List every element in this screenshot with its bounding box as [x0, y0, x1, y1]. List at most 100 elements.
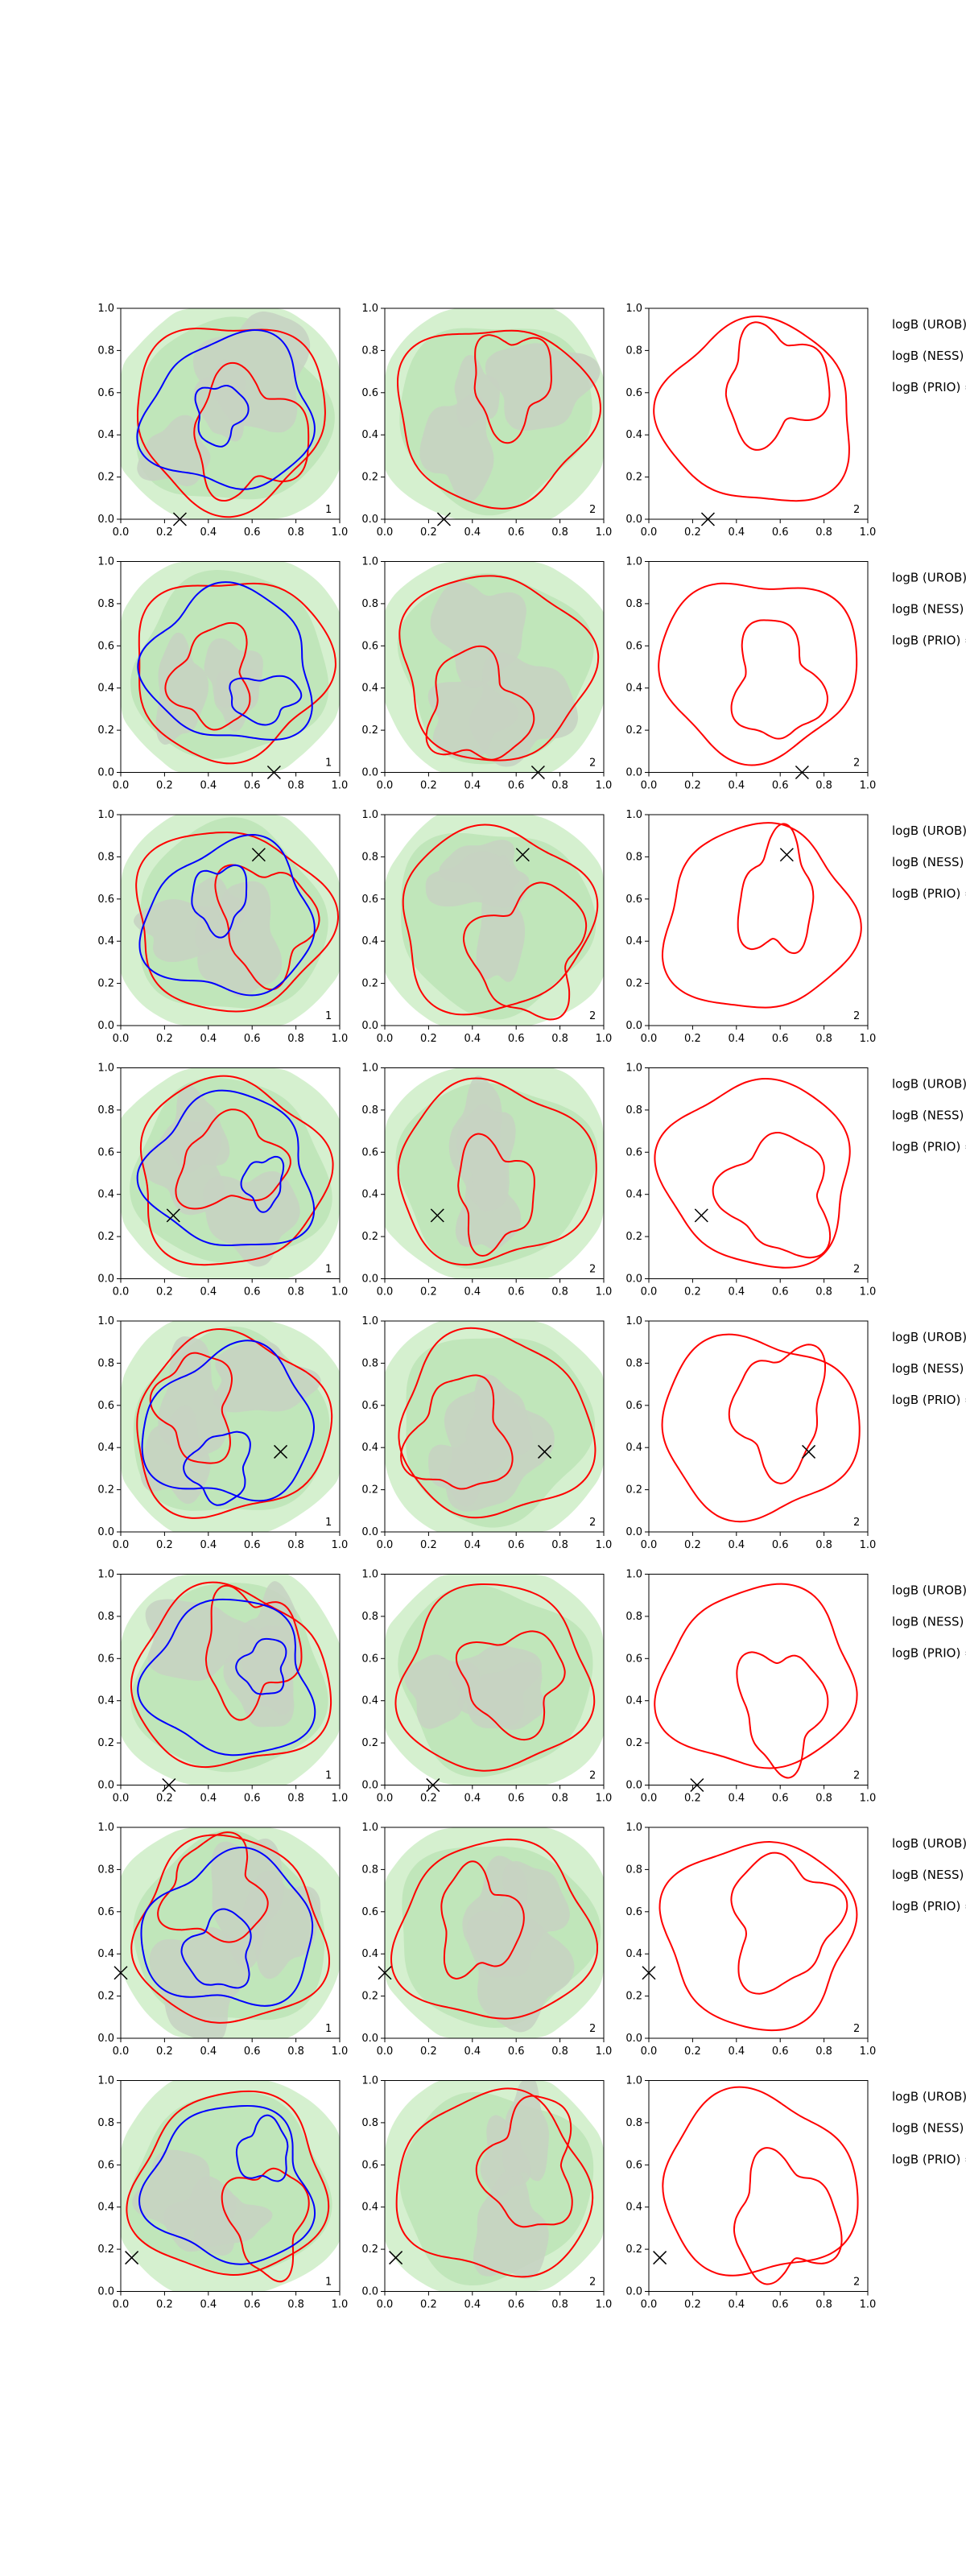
x-tick-label: 0.0: [641, 1033, 658, 1045]
y-tick-label: 0.0: [97, 767, 114, 779]
y-tick-label: 0.8: [625, 345, 642, 357]
x-tick-label: 0.2: [684, 2046, 701, 2058]
y-tick-label: 0.6: [625, 1146, 642, 1158]
red-contour: [730, 1852, 848, 1995]
x-tick-label: 1.0: [596, 2046, 613, 2058]
x-tick-label: 0.8: [287, 1286, 304, 1298]
panel-plot-area: [385, 561, 604, 773]
y-tick-label: 0.6: [361, 1653, 378, 1665]
y-tick-label: 0.8: [625, 1104, 642, 1117]
red-contour: [440, 1860, 525, 1979]
blue-contour: [194, 384, 250, 448]
y-tick-label: 0.2: [361, 978, 378, 990]
x-tick-label: 0.6: [244, 526, 261, 539]
red-contour: [400, 1374, 514, 1490]
y-tick-label: 0.6: [625, 1400, 642, 1412]
y-tick-label: 0.8: [361, 851, 378, 863]
y-tick-label: 0.4: [361, 935, 378, 947]
row-2: 10.0 0.2 0.4 0.6 0.8 1.00.00.20.40.60.81.020.…: [97, 556, 966, 792]
y-tick-label: 0.4: [625, 1948, 642, 1960]
y-tick-label: 0.4: [97, 683, 114, 695]
x-tick-label: 0.0: [377, 1539, 394, 1551]
panel-corner-label: 2: [853, 758, 860, 770]
x-tick-label: 0.8: [815, 780, 832, 792]
x-tick-label: 0.2: [420, 780, 437, 792]
panel-r3-c3: 2 0.0 0.2 0.4 0.6 0.8 1.0 0.0 0.2 0.4 0.6 0.8 1.0: [625, 809, 876, 1045]
x-tick-label: 0.0: [113, 780, 130, 792]
x-tick-label: 0.6: [244, 1286, 261, 1298]
panel-corner-label: 1: [325, 758, 332, 770]
x-tick-label: 1.0: [332, 1793, 349, 1805]
x-tick-label: 0.0: [113, 1539, 130, 1551]
x-tick-label: 0.0: [641, 1286, 658, 1298]
panel-r7-c1: 1 0.0 0.2 0.4 0.6 0.8 1.0 0.0 0.2 0.4 0.6 0.8 1.0: [97, 1822, 348, 2058]
x-tick-label: 1.0: [860, 1793, 877, 1805]
x-tick-label: 0.2: [156, 1286, 173, 1298]
panel-corner-label: 2: [589, 1517, 596, 1529]
panel-corner-label: 2: [589, 1264, 596, 1276]
x-tick-label: 0.4: [200, 526, 217, 539]
x-tick-label: 1.0: [596, 526, 613, 539]
x-tick-label: 0.4: [200, 1286, 217, 1298]
red-contour: [425, 645, 535, 761]
y-tick-label: 0.0: [97, 2286, 114, 2298]
x-tick-label: 0.6: [508, 1539, 525, 1551]
marker-x: [125, 2251, 139, 2265]
y-tick-label: 0.4: [625, 429, 642, 441]
y-tick-label: 0.8: [97, 1104, 114, 1117]
panel-plot-area: [121, 1067, 340, 1279]
y-tick-label: 0.4: [97, 935, 114, 947]
panel-plot-area: [662, 2086, 859, 2285]
y-tick-label: 1.0: [625, 303, 642, 315]
red-contour: [396, 329, 601, 510]
panel-r4-c3: 2 0.0 0.2 0.4 0.6 0.8 1.0 0.0 0.2 0.4 0.6 0.8 1.0: [625, 1063, 876, 1298]
y-tick-label: 0.2: [361, 1231, 378, 1243]
density-fill-inner: [465, 1374, 534, 1474]
x-tick-label: 0.4: [200, 1033, 217, 1045]
y-tick-label: 0.0: [97, 1526, 114, 1538]
density-fill-inner: [427, 679, 518, 760]
density-fill-inner: [213, 1340, 321, 1413]
y-tick-label: 0.4: [97, 1948, 114, 1960]
x-tick-label: 0.0: [113, 1793, 130, 1805]
x-tick-label: 1.0: [860, 526, 877, 539]
density-fill-inner: [419, 394, 494, 502]
y-tick-label: 0.0: [361, 1526, 378, 1538]
x-tick-label: 0.6: [772, 2046, 789, 2058]
row-6: 10.0 0.2 0.4 0.6 0.8 1.00.00.20.40.60.81.020.…: [97, 1569, 966, 1805]
y-tick-label: 0.0: [97, 2033, 114, 2045]
panel-r6-c2: 2 0.0 0.2 0.4 0.6 0.8 1.0 0.0 0.2 0.4 0.6 0.8 1.0: [361, 1569, 612, 1805]
panel-frame: [384, 814, 605, 1026]
x-tick-label: 0.6: [772, 526, 789, 539]
red-contour: [654, 1078, 851, 1269]
y-tick-label: 0.6: [625, 2159, 642, 2171]
x-tick-label: 0.0: [113, 526, 130, 539]
x-tick-label: 0.8: [551, 2046, 568, 2058]
x-tick-label: 0.6: [508, 2299, 525, 2311]
y-tick-label: 0.4: [361, 683, 378, 695]
row-note: logB (PRIO) =: [892, 380, 966, 394]
y-tick-label: 0.4: [625, 1189, 642, 1201]
row-5: 10.0 0.2 0.4 0.6 0.8 1.00.00.20.40.60.81.020.…: [97, 1315, 966, 1551]
x-tick-label: 0.0: [377, 526, 394, 539]
y-tick-label: 0.2: [625, 1991, 642, 2003]
blue-contour: [235, 2114, 289, 2182]
x-tick-label: 0.8: [551, 1033, 568, 1045]
x-tick-label: 0.6: [772, 1539, 789, 1551]
panel-corner-label: 2: [853, 1770, 860, 1782]
x-tick-label: 0.2: [420, 2299, 437, 2311]
y-tick-label: 0.8: [361, 598, 378, 610]
y-tick-label: 0.8: [361, 1864, 378, 1876]
panel-plot-area: [654, 1078, 851, 1269]
red-contour: [193, 361, 310, 502]
y-tick-label: 0.0: [361, 1020, 378, 1032]
marker-x: [694, 1208, 708, 1223]
y-tick-label: 0.6: [97, 894, 114, 906]
x-tick-label: 1.0: [596, 2299, 613, 2311]
density-fill-inner: [456, 1104, 516, 1212]
blue-contour: [229, 675, 303, 726]
panel-r2-c1: 1 0.0 0.2 0.4 0.6 0.8 1.0 0.0 0.2 0.4 0.6 0.8 1.0: [97, 556, 348, 792]
y-tick-label: 1.0: [361, 2075, 378, 2087]
panel-frame: [120, 2080, 341, 2292]
x-tick-label: 0.4: [728, 1539, 745, 1551]
